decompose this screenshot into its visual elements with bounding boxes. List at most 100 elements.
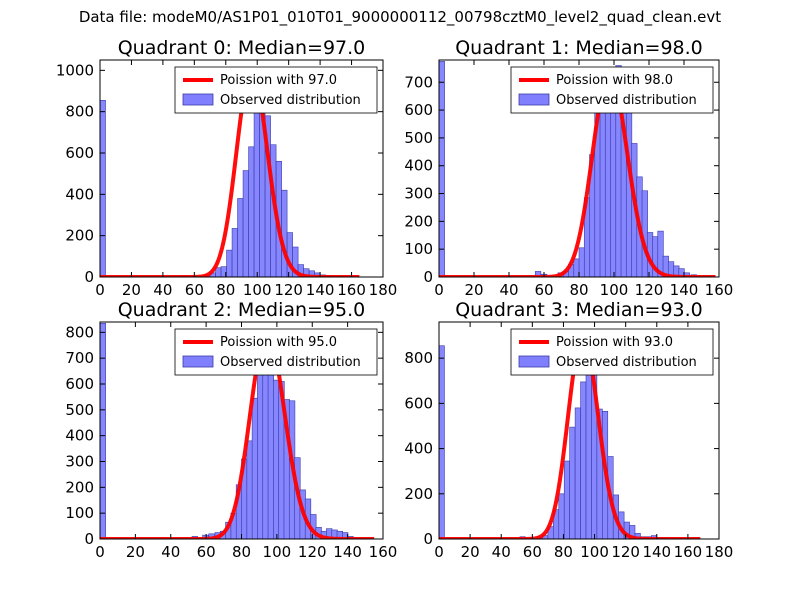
y-tick-label: 500 [65, 401, 94, 419]
histogram-bar [246, 440, 253, 539]
histogram-bar [231, 228, 238, 277]
x-tick-label: 100 [600, 281, 629, 299]
x-tick-label: 0 [434, 543, 444, 561]
x-tick-label: 0 [434, 281, 444, 299]
y-tick-label: 400 [65, 185, 94, 203]
x-tick-label: 120 [274, 281, 303, 299]
histogram-bar [242, 170, 249, 277]
legend-bar-swatch [518, 355, 550, 368]
histogram-bar [248, 146, 255, 277]
x-tick-label: 140 [306, 281, 335, 299]
y-tick-label: 300 [404, 185, 433, 203]
subplot-1: 0 20 40 60 80 100 120 140 160 0 100 200 300 400 500 600… [404, 37, 733, 299]
legend-label-poisson: Poission with 97.0 [220, 73, 337, 88]
legend-bar-swatch [518, 93, 550, 106]
x-tick-label: 140 [670, 281, 699, 299]
x-tick-label: 180 [705, 543, 734, 561]
histogram-bar [257, 356, 264, 539]
histogram-bar [439, 61, 445, 277]
y-tick-label: 0 [84, 530, 94, 548]
y-tick-label: 200 [404, 212, 433, 230]
x-tick-label: 140 [642, 543, 671, 561]
y-tick-label: 0 [423, 268, 433, 286]
histogram-bar [237, 198, 244, 277]
histogram-bar [569, 426, 576, 539]
plot-area [100, 322, 376, 539]
x-tick-label: 160 [369, 543, 398, 561]
y-tick-label: 800 [404, 349, 433, 367]
histogram-bar [100, 100, 106, 277]
histogram-bar [534, 271, 542, 277]
legend-label-observed: Observed distribution [556, 93, 697, 108]
x-tick-label: 40 [499, 281, 518, 299]
legend-bar-swatch [182, 93, 214, 106]
y-tick-label: 500 [404, 129, 433, 147]
x-tick-label: 60 [534, 281, 553, 299]
x-tick-label: 40 [153, 281, 172, 299]
subplot-title: Quadrant 1: Median=98.0 [455, 37, 703, 59]
x-tick-label: 120 [298, 543, 327, 561]
y-tick-label: 0 [84, 268, 94, 286]
x-tick-label: 60 [197, 543, 216, 561]
subplot-0: 0 20 40 60 80 100 120 140 160 180 0 200 400 600 800 100… [56, 37, 398, 299]
x-tick-label: 20 [464, 281, 483, 299]
histogram-bar [439, 345, 445, 539]
legend-bar-swatch [182, 355, 214, 368]
x-tick-label: 160 [337, 281, 366, 299]
x-tick-label: 180 [369, 281, 398, 299]
y-tick-label: 600 [404, 101, 433, 119]
legend-label-poisson: Poission with 95.0 [220, 335, 337, 350]
x-tick-label: 140 [333, 543, 362, 561]
y-tick-label: 100 [404, 240, 433, 258]
histogram-bar [657, 230, 664, 277]
histogram-bar [100, 322, 106, 539]
y-tick-label: 800 [65, 103, 94, 121]
histogram-bar [574, 407, 581, 539]
subplot-3: 0 20 40 60 80 100 120 140 160 180 0 200 400 600 800 Qua… [404, 299, 733, 561]
y-tick-label: 400 [404, 440, 433, 458]
poisson-curve [100, 330, 376, 539]
histogram-bar [215, 267, 222, 277]
x-tick-label: 80 [569, 281, 588, 299]
histogram-bar [558, 493, 565, 539]
x-tick-label: 120 [611, 543, 640, 561]
x-tick-label: 40 [492, 543, 511, 561]
subplot-title: Quadrant 0: Median=97.0 [118, 37, 366, 59]
histogram-bar [273, 379, 280, 539]
subplot-title: Quadrant 2: Median=95.0 [118, 299, 366, 321]
histogram-bar [578, 247, 585, 277]
y-tick-label: 700 [65, 349, 94, 367]
y-tick-label: 600 [65, 144, 94, 162]
x-tick-label: 20 [461, 543, 480, 561]
y-tick-label: 200 [65, 227, 94, 245]
y-tick-label: 200 [404, 485, 433, 503]
y-tick-label: 700 [404, 73, 433, 91]
histogram-bar [281, 189, 288, 277]
histogram-bar [629, 525, 636, 539]
x-tick-label: 60 [523, 543, 542, 561]
histogram-bar [599, 98, 606, 277]
x-tick-label: 40 [161, 543, 180, 561]
y-tick-label: 800 [65, 323, 94, 341]
figure-title: Data file: modeM0/AS1P01_010T01_90000001… [78, 8, 722, 26]
legend-label-poisson: Poission with 93.0 [556, 335, 673, 350]
y-tick-label: 100 [65, 504, 94, 522]
histogram-bar [563, 460, 570, 539]
y-tick-label: 1000 [56, 61, 94, 79]
x-tick-label: 20 [126, 543, 145, 561]
x-tick-label: 120 [635, 281, 664, 299]
subplot-title: Quadrant 3: Median=93.0 [455, 299, 703, 321]
histogram-bar [226, 249, 233, 277]
legend-label-observed: Observed distribution [220, 93, 361, 108]
x-tick-label: 80 [554, 543, 573, 561]
x-tick-label: 0 [95, 281, 105, 299]
y-tick-label: 600 [65, 375, 94, 393]
x-tick-label: 60 [185, 281, 204, 299]
histogram-bar [253, 107, 260, 277]
histogram-bar [580, 381, 587, 539]
y-tick-label: 300 [65, 453, 94, 471]
poisson-curve [439, 70, 717, 277]
x-tick-label: 100 [580, 543, 609, 561]
legend-label-observed: Observed distribution [556, 355, 697, 370]
